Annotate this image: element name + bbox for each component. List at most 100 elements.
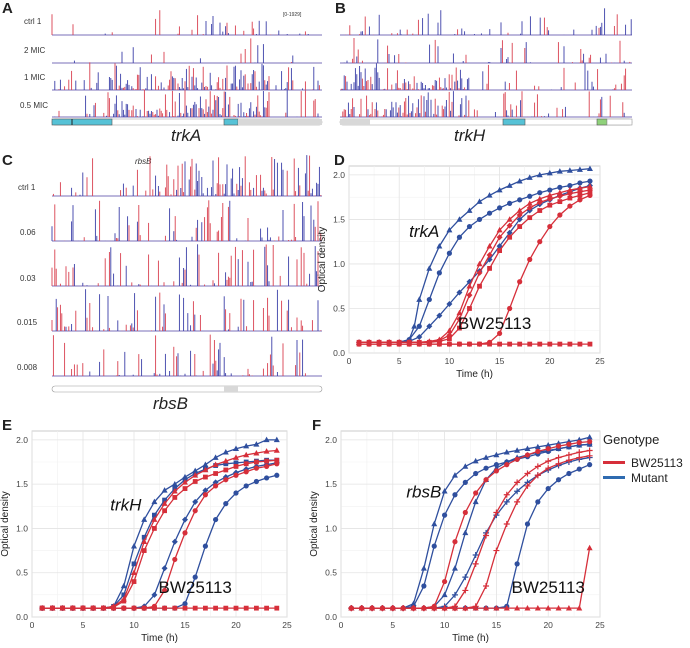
data-point <box>503 449 510 455</box>
data-point <box>356 341 362 347</box>
data-point <box>436 270 442 276</box>
data-point <box>452 492 458 498</box>
data-point <box>504 462 510 468</box>
data-point <box>546 195 553 202</box>
data-point <box>487 266 492 271</box>
data-point <box>576 166 583 172</box>
x-tick-label: 25 <box>282 620 292 630</box>
data-point <box>426 265 433 271</box>
data-point <box>545 485 551 492</box>
data-point <box>527 256 533 263</box>
data-point <box>477 341 482 347</box>
track-label-c-2: 0.03 <box>20 274 36 283</box>
data-point <box>243 605 249 611</box>
track-a-2mic <box>52 38 322 64</box>
data-point <box>486 210 493 216</box>
data-point <box>507 305 513 312</box>
data-point <box>566 470 572 477</box>
data-point <box>223 605 229 611</box>
chart-annotation: BW25113 <box>458 314 531 333</box>
chart-annotation: trkH <box>110 496 142 515</box>
y-tick-label: 0.0 <box>16 612 28 622</box>
data-point <box>514 488 521 495</box>
data-point <box>416 323 422 329</box>
data-point <box>497 248 502 253</box>
data-point <box>555 460 562 467</box>
panel-letter-f: F <box>312 417 322 434</box>
data-point <box>192 508 198 514</box>
data-point <box>576 466 582 472</box>
legend-title: Genotype <box>603 432 660 447</box>
data-point <box>416 333 423 340</box>
data-point <box>565 451 572 458</box>
gene-label-trka: trkA <box>171 126 202 145</box>
data-point <box>141 538 148 545</box>
legend-label-wildtype: BW25113 <box>631 455 683 470</box>
x-tick-label: 15 <box>180 620 190 630</box>
x-tick-label: 10 <box>440 620 450 630</box>
data-point <box>555 443 562 449</box>
data-point <box>192 498 199 505</box>
data-point <box>576 185 583 191</box>
data-point <box>545 458 552 465</box>
data-point <box>152 512 157 518</box>
data-point <box>441 591 448 598</box>
data-point <box>141 516 148 522</box>
data-point <box>131 542 137 549</box>
data-point <box>524 521 531 527</box>
data-point <box>587 192 593 198</box>
data-point <box>526 200 533 206</box>
data-point <box>274 605 280 611</box>
series-line <box>351 547 591 609</box>
data-point <box>431 604 438 611</box>
data-point <box>496 186 503 193</box>
data-point <box>587 190 593 196</box>
data-point <box>436 242 443 249</box>
data-point <box>483 454 490 460</box>
data-point <box>451 591 458 598</box>
legend-label-mutant: Mutant <box>631 470 668 485</box>
data-point <box>182 530 188 536</box>
data-point <box>421 583 427 589</box>
data-point <box>161 500 168 506</box>
data-point <box>379 604 386 611</box>
data-point <box>254 459 259 465</box>
data-point <box>447 341 452 347</box>
x-tick-label: 15 <box>495 356 505 366</box>
x-axis-label: Time (h) <box>452 633 489 644</box>
data-point <box>534 463 541 470</box>
data-point <box>426 323 433 330</box>
data-point <box>555 454 562 461</box>
data-point <box>436 312 443 319</box>
panel-letter-a: A <box>2 0 13 17</box>
data-point <box>121 598 127 604</box>
chart-annotation: BW25113 <box>511 578 584 597</box>
data-point <box>493 509 500 516</box>
data-point <box>506 216 513 222</box>
data-point <box>376 341 382 347</box>
data-point <box>466 223 473 230</box>
data-point <box>161 565 168 572</box>
data-point <box>514 479 521 486</box>
data-point <box>536 171 543 178</box>
data-point <box>243 469 249 475</box>
data-point <box>493 451 500 458</box>
data-point <box>483 465 489 471</box>
data-point <box>586 447 593 454</box>
data-point <box>514 447 521 453</box>
data-point <box>131 579 137 584</box>
data-point <box>131 605 137 611</box>
data-point <box>497 205 503 211</box>
coverage-tracks <box>51 8 633 393</box>
y-axis-label: Optical density <box>309 491 320 557</box>
track-label-c-1: 0.06 <box>20 228 36 237</box>
data-point <box>202 492 208 498</box>
data-point <box>273 447 280 453</box>
data-point <box>182 486 188 491</box>
data-point <box>182 605 188 611</box>
data-point <box>527 215 533 221</box>
growth-chart-e: 0.0 0.5 1.0 1.5 2.0 0 5 10 15 20 25 Time (h) Optical… <box>0 430 292 644</box>
track-label-c-4: 0.008 <box>17 363 38 372</box>
series-bw25113-7 <box>39 605 280 611</box>
data-point <box>496 234 503 241</box>
